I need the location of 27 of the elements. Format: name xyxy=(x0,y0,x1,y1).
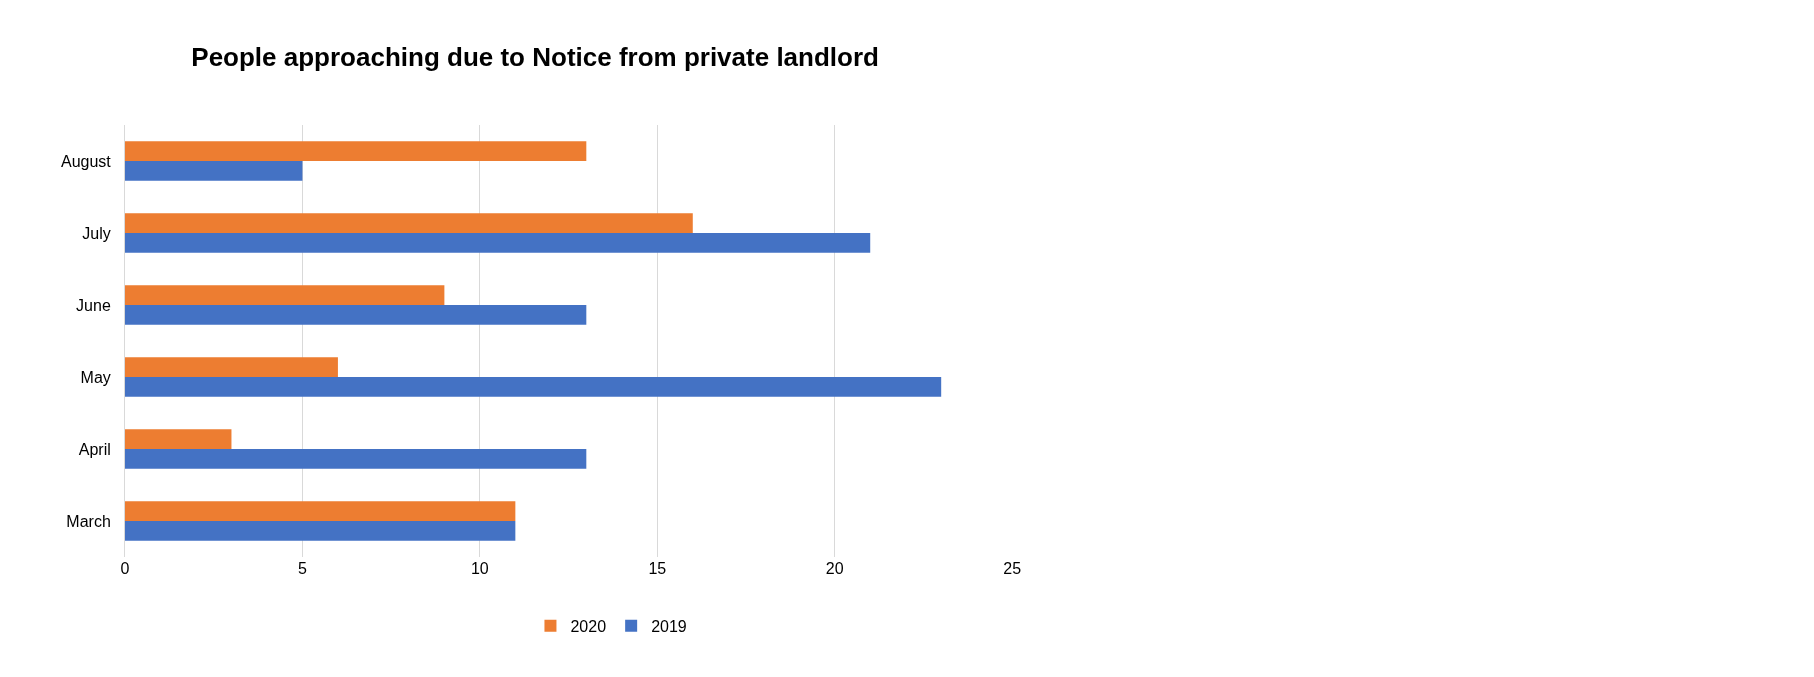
x-tick-label: 0 xyxy=(120,560,130,577)
chart-title: People approaching due to Notice from private landlord xyxy=(191,41,879,72)
bar xyxy=(125,501,516,521)
bar xyxy=(125,429,232,449)
y-tick-label: August xyxy=(60,152,112,170)
y-tick-label: May xyxy=(80,368,111,386)
bar xyxy=(125,233,871,253)
x-tick-label: 5 xyxy=(297,560,307,577)
bar xyxy=(125,141,587,161)
bar xyxy=(125,285,445,305)
bar xyxy=(125,377,942,397)
bar xyxy=(125,305,587,325)
y-tick-label: June xyxy=(76,296,111,314)
bar xyxy=(125,213,693,233)
bar xyxy=(125,449,587,469)
x-tick-label: 20 xyxy=(825,560,844,577)
bar xyxy=(125,161,303,181)
bar xyxy=(125,521,516,541)
bar xyxy=(125,357,338,377)
y-tick-label: July xyxy=(82,224,111,242)
x-tick-label: 10 xyxy=(470,560,489,577)
legend-label: 2020 xyxy=(570,617,607,635)
legend-label: 2019 xyxy=(651,617,687,635)
y-tick-label: April xyxy=(78,440,111,458)
y-tick-label: March xyxy=(66,512,111,530)
x-tick-label: 25 xyxy=(1003,560,1022,577)
x-tick-label: 15 xyxy=(648,560,667,577)
